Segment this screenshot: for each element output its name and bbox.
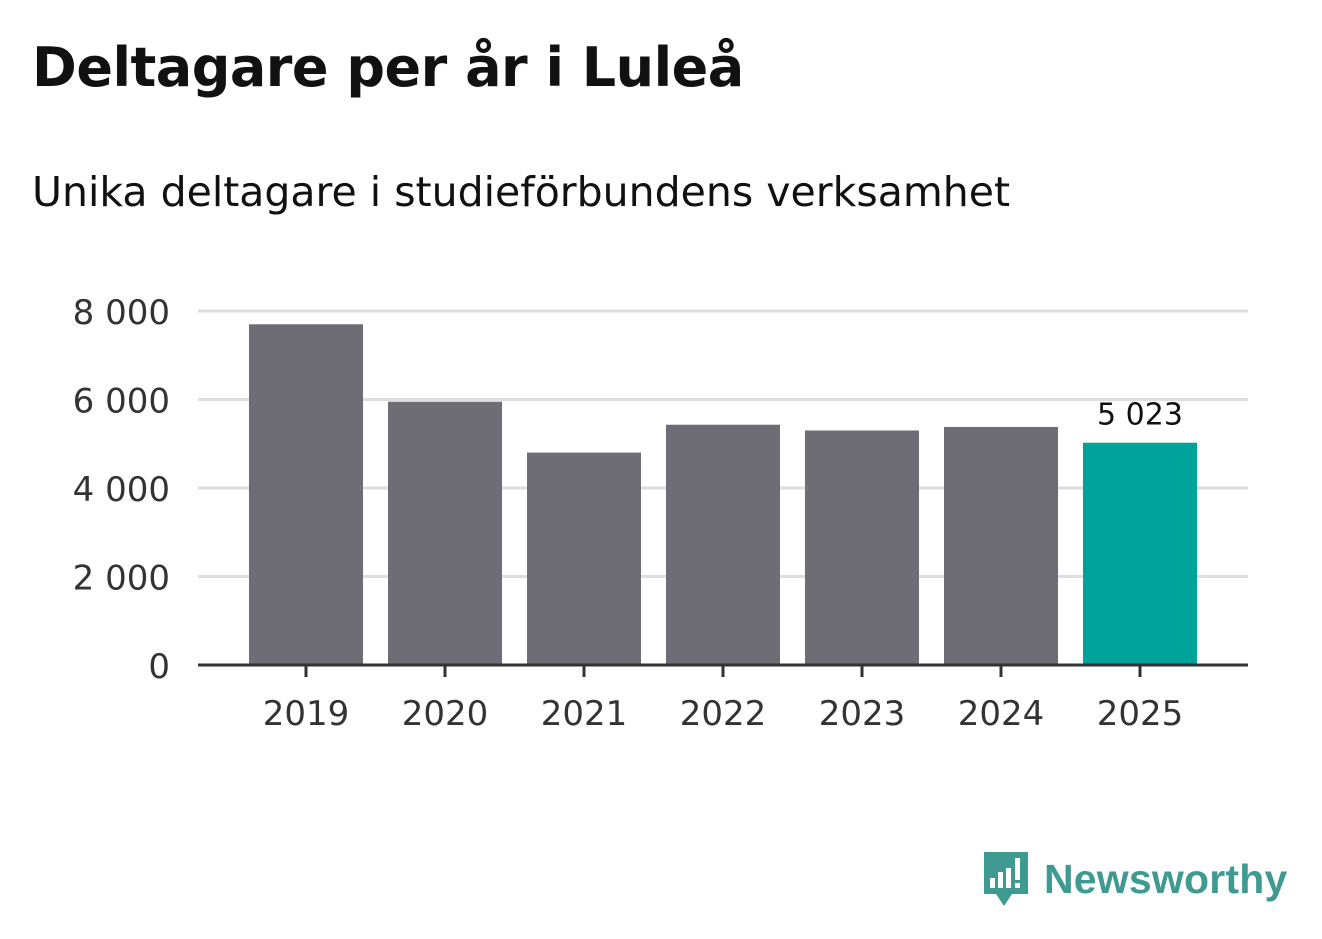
bar-2020 bbox=[388, 401, 502, 665]
newsworthy-brand: Newsworthy bbox=[980, 848, 1288, 910]
x-tick-label: 2025 bbox=[1097, 694, 1184, 734]
bar-2021 bbox=[527, 452, 641, 665]
x-tick-label: 2021 bbox=[541, 694, 628, 734]
y-tick-label: 2 000 bbox=[73, 559, 170, 599]
x-tick-label: 2024 bbox=[958, 694, 1045, 734]
y-tick-label: 8 000 bbox=[73, 293, 170, 333]
bar-2022 bbox=[666, 424, 780, 665]
chart-subtitle: Unika deltagare i studieförbundens verks… bbox=[32, 168, 1011, 216]
x-tick-label: 2019 bbox=[263, 694, 350, 734]
bar-2024 bbox=[944, 426, 1058, 665]
data-label: 5 023 bbox=[1097, 398, 1183, 433]
x-tick-label: 2023 bbox=[819, 694, 906, 734]
chart-title: Deltagare per år i Luleå bbox=[32, 36, 744, 99]
bar-2025 bbox=[1083, 442, 1197, 665]
y-tick-label: 0 bbox=[148, 647, 170, 687]
x-tick-label: 2020 bbox=[402, 694, 489, 734]
y-tick-label: 4 000 bbox=[73, 470, 170, 510]
bar-2023 bbox=[805, 430, 919, 665]
brand-name: Newsworthy bbox=[1044, 855, 1288, 902]
x-tick-label: 2022 bbox=[680, 694, 767, 734]
newsworthy-logo-icon bbox=[984, 852, 1028, 906]
y-tick-label: 6 000 bbox=[73, 382, 170, 422]
bar-2019 bbox=[249, 324, 363, 665]
